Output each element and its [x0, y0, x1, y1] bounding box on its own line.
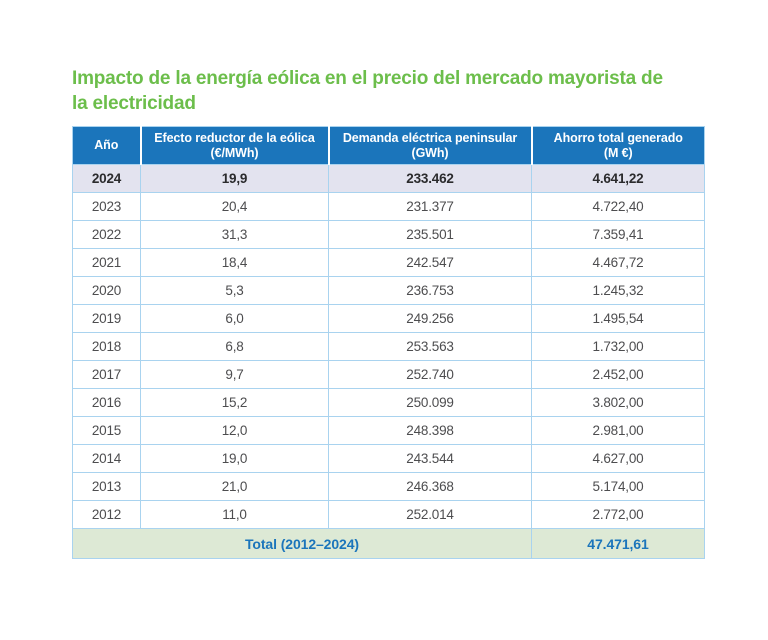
effect-cell: 19,9 — [140, 164, 329, 193]
table-row: 2013 21,0 246.368 5.174,00 — [72, 472, 705, 501]
savings-cell: 4.722,40 — [531, 192, 705, 221]
demand-cell: 243.544 — [328, 444, 532, 473]
table-row: 2017 9,7 252.740 2.452,00 — [72, 360, 705, 389]
column-header-effect-label: Efecto reductor de la eólica — [154, 130, 315, 145]
year-cell: 2024 — [72, 164, 141, 193]
savings-cell: 7.359,41 — [531, 220, 705, 249]
demand-cell: 253.563 — [328, 332, 532, 361]
effect-cell: 15,2 — [140, 388, 329, 417]
demand-cell: 233.462 — [328, 164, 532, 193]
savings-cell: 4.467,72 — [531, 248, 705, 277]
effect-cell: 9,7 — [140, 360, 329, 389]
year-cell: 2012 — [72, 500, 141, 529]
effect-cell: 20,4 — [140, 192, 329, 221]
savings-cell: 2.981,00 — [531, 416, 705, 445]
savings-cell: 4.627,00 — [531, 444, 705, 473]
demand-cell: 252.740 — [328, 360, 532, 389]
year-cell: 2018 — [72, 332, 141, 361]
year-cell: 2023 — [72, 192, 141, 221]
table-row: 2014 19,0 243.544 4.627,00 — [72, 444, 705, 473]
savings-cell: 3.802,00 — [531, 388, 705, 417]
effect-cell: 31,3 — [140, 220, 329, 249]
demand-cell: 248.398 — [328, 416, 532, 445]
column-header-demand: Demanda eléctrica peninsular (GWh) — [327, 126, 532, 165]
table-row: 2016 15,2 250.099 3.802,00 — [72, 388, 705, 417]
wind-impact-table: Año Efecto reductor de la eólica (€/MWh) … — [72, 126, 705, 559]
demand-cell: 250.099 — [328, 388, 532, 417]
column-header-demand-label: Demanda eléctrica peninsular — [342, 130, 518, 145]
year-cell: 2021 — [72, 248, 141, 277]
effect-cell: 18,4 — [140, 248, 329, 277]
table-header: Año Efecto reductor de la eólica (€/MWh) … — [72, 126, 705, 165]
effect-cell: 5,3 — [140, 276, 329, 305]
savings-cell: 1.245,32 — [531, 276, 705, 305]
savings-cell: 2.452,00 — [531, 360, 705, 389]
table-row: 2015 12,0 248.398 2.981,00 — [72, 416, 705, 445]
effect-cell: 12,0 — [140, 416, 329, 445]
table-footer: Total (2012–2024) 47.471,61 — [72, 528, 705, 559]
column-header-savings: Ahorro total generado (M €) — [530, 126, 705, 165]
savings-cell: 1.495,54 — [531, 304, 705, 333]
year-cell: 2020 — [72, 276, 141, 305]
column-header-effect-unit: (€/MWh) — [210, 145, 259, 160]
demand-cell: 235.501 — [328, 220, 532, 249]
effect-cell: 6,8 — [140, 332, 329, 361]
total-value-cell: 47.471,61 — [531, 528, 705, 559]
table-row-highlighted: 2024 19,9 233.462 4.641,22 — [72, 164, 705, 193]
column-header-savings-unit: (M €) — [603, 145, 633, 160]
table-row: 2019 6,0 249.256 1.495,54 — [72, 304, 705, 333]
page-title-line-2: la electricidad — [72, 93, 196, 114]
year-cell: 2019 — [72, 304, 141, 333]
demand-cell: 252.014 — [328, 500, 532, 529]
page-title: Impacto de la energía eólica en el preci… — [72, 66, 663, 116]
table-row: 2012 11,0 252.014 2.772,00 — [72, 500, 705, 529]
column-header-effect: Efecto reductor de la eólica (€/MWh) — [139, 126, 329, 165]
column-header-demand-unit: (GWh) — [411, 145, 449, 160]
year-cell: 2022 — [72, 220, 141, 249]
table-row: 2018 6,8 253.563 1.732,00 — [72, 332, 705, 361]
savings-cell: 5.174,00 — [531, 472, 705, 501]
demand-cell: 231.377 — [328, 192, 532, 221]
column-header-year: Año — [72, 126, 141, 165]
demand-cell: 236.753 — [328, 276, 532, 305]
year-cell: 2015 — [72, 416, 141, 445]
page-title-line-1: Impacto de la energía eólica en el preci… — [72, 68, 663, 89]
table-row: 2020 5,3 236.753 1.245,32 — [72, 276, 705, 305]
effect-cell: 19,0 — [140, 444, 329, 473]
year-cell: 2014 — [72, 444, 141, 473]
table-row: 2022 31,3 235.501 7.359,41 — [72, 220, 705, 249]
column-header-savings-label: Ahorro total generado — [553, 130, 683, 145]
header-row: Año Efecto reductor de la eólica (€/MWh) … — [72, 126, 705, 165]
savings-cell: 1.732,00 — [531, 332, 705, 361]
table-row: 2021 18,4 242.547 4.467,72 — [72, 248, 705, 277]
total-row: Total (2012–2024) 47.471,61 — [72, 528, 705, 559]
demand-cell: 242.547 — [328, 248, 532, 277]
year-cell: 2016 — [72, 388, 141, 417]
effect-cell: 21,0 — [140, 472, 329, 501]
year-cell: 2013 — [72, 472, 141, 501]
total-label-cell: Total (2012–2024) — [72, 528, 532, 559]
savings-cell: 2.772,00 — [531, 500, 705, 529]
year-cell: 2017 — [72, 360, 141, 389]
table-body: 2024 19,9 233.462 4.641,22 2023 20,4 231… — [72, 164, 705, 529]
demand-cell: 249.256 — [328, 304, 532, 333]
column-header-year-label: Año — [94, 138, 119, 152]
effect-cell: 11,0 — [140, 500, 329, 529]
effect-cell: 6,0 — [140, 304, 329, 333]
table-row: 2023 20,4 231.377 4.722,40 — [72, 192, 705, 221]
demand-cell: 246.368 — [328, 472, 532, 501]
savings-cell: 4.641,22 — [531, 164, 705, 193]
